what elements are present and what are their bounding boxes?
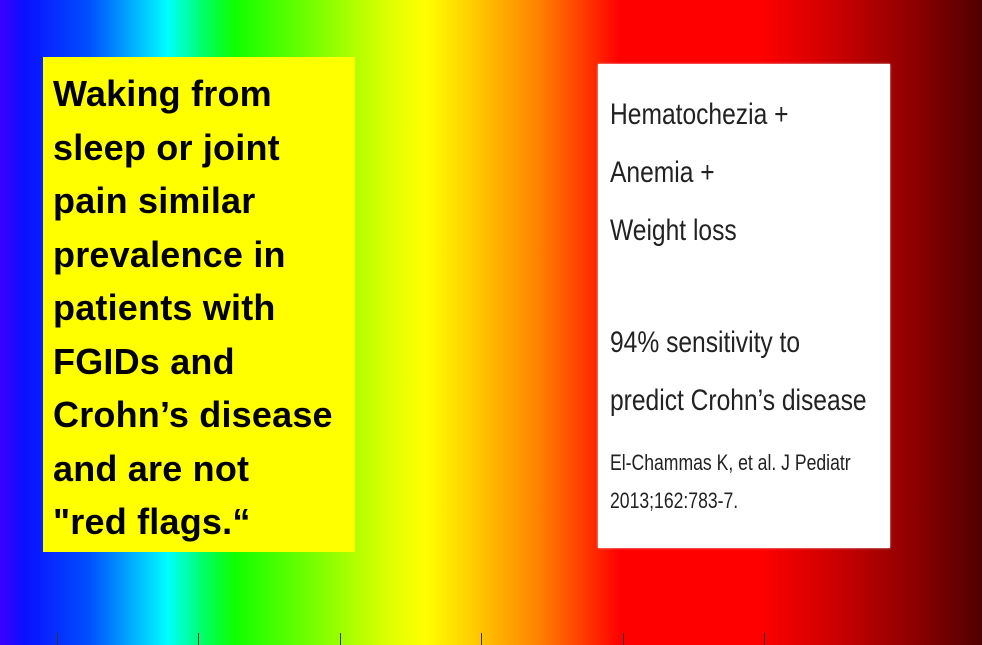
symptom-line: Hematochezia + [610, 98, 789, 131]
key-point-text: Waking from sleep or joint pain similar … [53, 73, 333, 542]
spectrum-tick [340, 633, 341, 645]
spectrum-tick [623, 633, 624, 645]
symptom-line: Anemia + [610, 156, 715, 189]
spectrum-tick [198, 633, 199, 645]
evidence-card: Hematochezia + Anemia + Weight loss 94% … [598, 64, 890, 548]
citation-line: 2013;162:783-7. [610, 488, 739, 513]
spectrum-tick [481, 633, 482, 645]
spectrum-tick [764, 633, 765, 645]
symptom-line: Weight loss [610, 214, 737, 247]
spectrum-tick [57, 633, 58, 645]
citation-line: El-Chammas K, et al. J Pediatr [610, 450, 851, 475]
finding-line: 94% sensitivity to [610, 326, 801, 359]
key-point-box: Waking from sleep or joint pain similar … [43, 57, 355, 552]
finding-line: predict Crohn’s disease [610, 384, 867, 417]
